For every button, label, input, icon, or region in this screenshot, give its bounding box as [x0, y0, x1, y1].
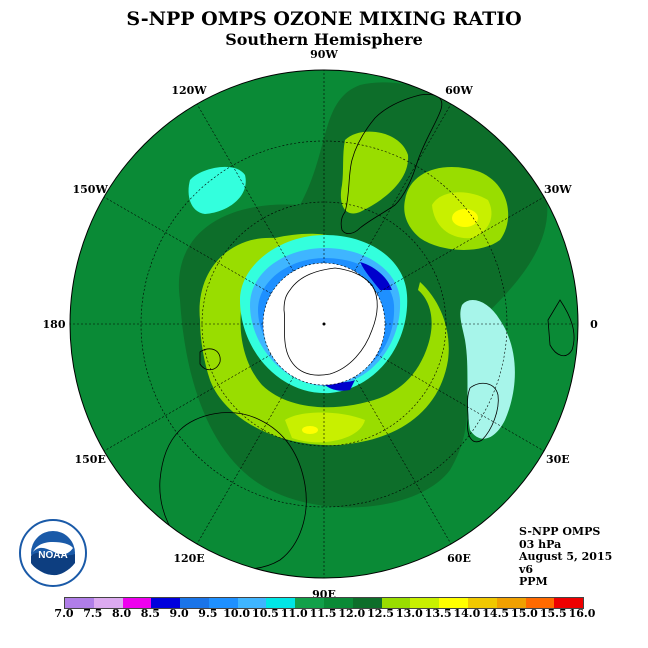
colorbar-segment — [266, 598, 296, 608]
colorbar-tick-label: 14.0 — [453, 607, 481, 620]
low-ozone-patch-east — [460, 300, 515, 439]
meridian-line — [354, 376, 452, 545]
meridian-label: 120E — [173, 552, 204, 565]
vortex-min-east — [360, 262, 392, 290]
colorbar-segment — [65, 598, 94, 608]
low-ozone-patch-west — [188, 166, 246, 214]
noaa-logo: NOAA — [19, 519, 87, 587]
colorbar-tick-label: 8.5 — [140, 607, 160, 620]
info-version: v6 — [519, 562, 534, 576]
colorbar-tick-label: 11.5 — [309, 607, 337, 620]
colorbar-tick-label: 9.0 — [169, 607, 189, 620]
colorbar-tick-label: 12.0 — [338, 607, 366, 620]
colorbar-tick-label: 9.5 — [198, 607, 218, 620]
colorbar-tick-label: 14.5 — [482, 607, 510, 620]
high-ozone-ring — [199, 233, 449, 446]
meridian-line — [196, 376, 294, 545]
africa-outline — [547, 299, 575, 357]
info-units: PPM — [519, 575, 548, 588]
meridian-label: 120W — [171, 84, 207, 97]
colorbar-segment — [467, 598, 497, 608]
colorbar-segment — [122, 598, 152, 608]
australia-outline — [159, 412, 307, 570]
map-border — [69, 69, 579, 579]
colorbar-segment — [554, 598, 584, 608]
colorbar-tick-label: 11.0 — [280, 607, 308, 620]
high-ozone-core-south — [285, 412, 365, 443]
antarctica-outline — [283, 267, 378, 376]
map-title: S-NPP OMPS OZONE MIXING RATIO — [126, 8, 522, 30]
colorbar-tick-label: 13.5 — [424, 607, 452, 620]
meridian-line — [196, 103, 294, 272]
meridian-line — [376, 196, 545, 294]
meridian-label: 180 — [43, 318, 66, 331]
meridian-label: 30W — [544, 183, 572, 196]
meridian-line — [103, 354, 272, 452]
colorbar-tick-label: 15.5 — [539, 607, 567, 620]
info-level: 03 hPa — [519, 537, 562, 551]
meridian-line — [376, 354, 545, 452]
meridian-line — [103, 196, 272, 294]
colorbar-tick-label: 15.0 — [511, 607, 538, 620]
colorbar-tick-label: 8.0 — [111, 607, 132, 620]
colorbar-labels: 7.0 7.5 8.0 8.5 9.0 9.5 10.0 10.5 11.0 11.5 12.0 12… — [0, 607, 648, 623]
info-date: August 5, 2015 — [519, 550, 613, 563]
new-zealand-outline — [199, 348, 221, 371]
colorbar-tick-label: 10.0 — [223, 607, 251, 620]
meridian-lines — [70, 70, 578, 578]
colorbar-segment — [180, 598, 209, 608]
colorbar-segment — [324, 598, 353, 608]
colorbar-tick-label: 16.0 — [568, 607, 596, 620]
meridian-label: 150W — [73, 183, 109, 196]
meridian-label: 60W — [445, 84, 473, 97]
colorbar-tick-label: 7.0 — [54, 607, 74, 620]
colorbar-segment — [525, 598, 555, 608]
colorbar-segment — [496, 598, 526, 608]
info-block: S-NPP OMPS 03 hPa August 5, 2015 v6 PPM — [519, 525, 613, 589]
colorbar-segment — [381, 598, 411, 608]
colorbar-segment — [93, 598, 123, 608]
map-subtitle: Southern Hemisphere — [225, 30, 423, 49]
colorbar-segment — [237, 598, 267, 608]
colorbar-tick-label: 7.5 — [83, 607, 103, 620]
madagascar-outline — [467, 382, 499, 443]
meridian-label: 30E — [546, 453, 570, 466]
colorbar-segment — [439, 598, 468, 608]
high-ozone-north — [340, 131, 409, 214]
meridian-label: 0 — [590, 318, 598, 331]
ozone-field — [70, 70, 578, 578]
colorbar-segment — [208, 598, 238, 608]
colorbar-segment — [151, 598, 181, 608]
colorbar-tick-label: 10.5 — [252, 607, 279, 620]
noaa-logo-text: NOAA — [38, 550, 67, 561]
colorbar — [64, 597, 584, 609]
ozone-peak-northeast — [452, 209, 478, 227]
colorbar-segment — [295, 598, 325, 608]
ozone-peak-south — [302, 426, 318, 434]
colorbar-tick-label: 13.0 — [395, 607, 423, 620]
colorbar-tick-label: 12.5 — [367, 607, 394, 620]
meridian-label: 90W — [310, 48, 338, 61]
colorbar-segment — [410, 598, 440, 608]
meridian-line — [354, 103, 452, 272]
meridian-label: 150E — [74, 453, 105, 466]
meridian-label: 60E — [447, 552, 471, 565]
south-america-outline — [340, 93, 443, 234]
info-instrument: S-NPP OMPS — [519, 525, 601, 538]
colorbar-segment — [352, 598, 382, 608]
south-pole-marker — [322, 322, 326, 326]
